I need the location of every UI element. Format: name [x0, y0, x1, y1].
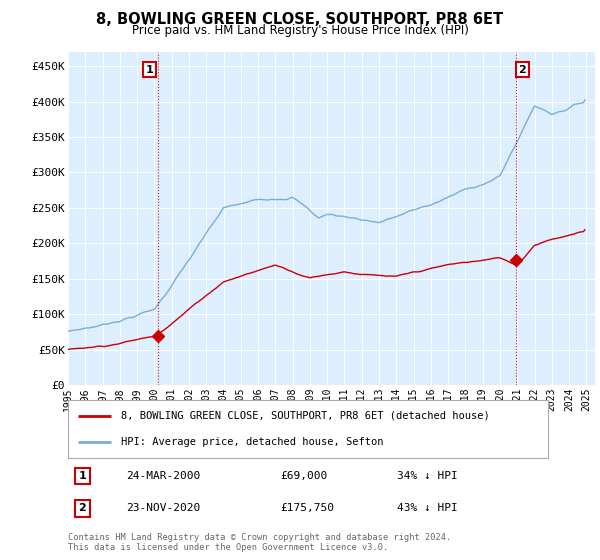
Text: 8, BOWLING GREEN CLOSE, SOUTHPORT, PR8 6ET: 8, BOWLING GREEN CLOSE, SOUTHPORT, PR8 6… [97, 12, 503, 27]
Text: 34% ↓ HPI: 34% ↓ HPI [397, 471, 457, 481]
Text: 1: 1 [79, 471, 86, 481]
Text: 2: 2 [518, 65, 526, 74]
Text: £175,750: £175,750 [280, 503, 334, 513]
Text: 23-NOV-2020: 23-NOV-2020 [127, 503, 200, 513]
Text: 8, BOWLING GREEN CLOSE, SOUTHPORT, PR8 6ET (detached house): 8, BOWLING GREEN CLOSE, SOUTHPORT, PR8 6… [121, 410, 490, 421]
Bar [158, 52, 515, 385]
Text: £69,000: £69,000 [280, 471, 327, 481]
Text: 1: 1 [146, 65, 154, 74]
Text: HPI: Average price, detached house, Sefton: HPI: Average price, detached house, Seft… [121, 437, 383, 447]
Text: Price paid vs. HM Land Registry's House Price Index (HPI): Price paid vs. HM Land Registry's House … [131, 24, 469, 36]
Text: 24-MAR-2000: 24-MAR-2000 [127, 471, 200, 481]
Text: 2: 2 [79, 503, 86, 513]
Text: Contains HM Land Registry data © Crown copyright and database right 2024.
This d: Contains HM Land Registry data © Crown c… [68, 533, 451, 552]
Text: 43% ↓ HPI: 43% ↓ HPI [397, 503, 457, 513]
